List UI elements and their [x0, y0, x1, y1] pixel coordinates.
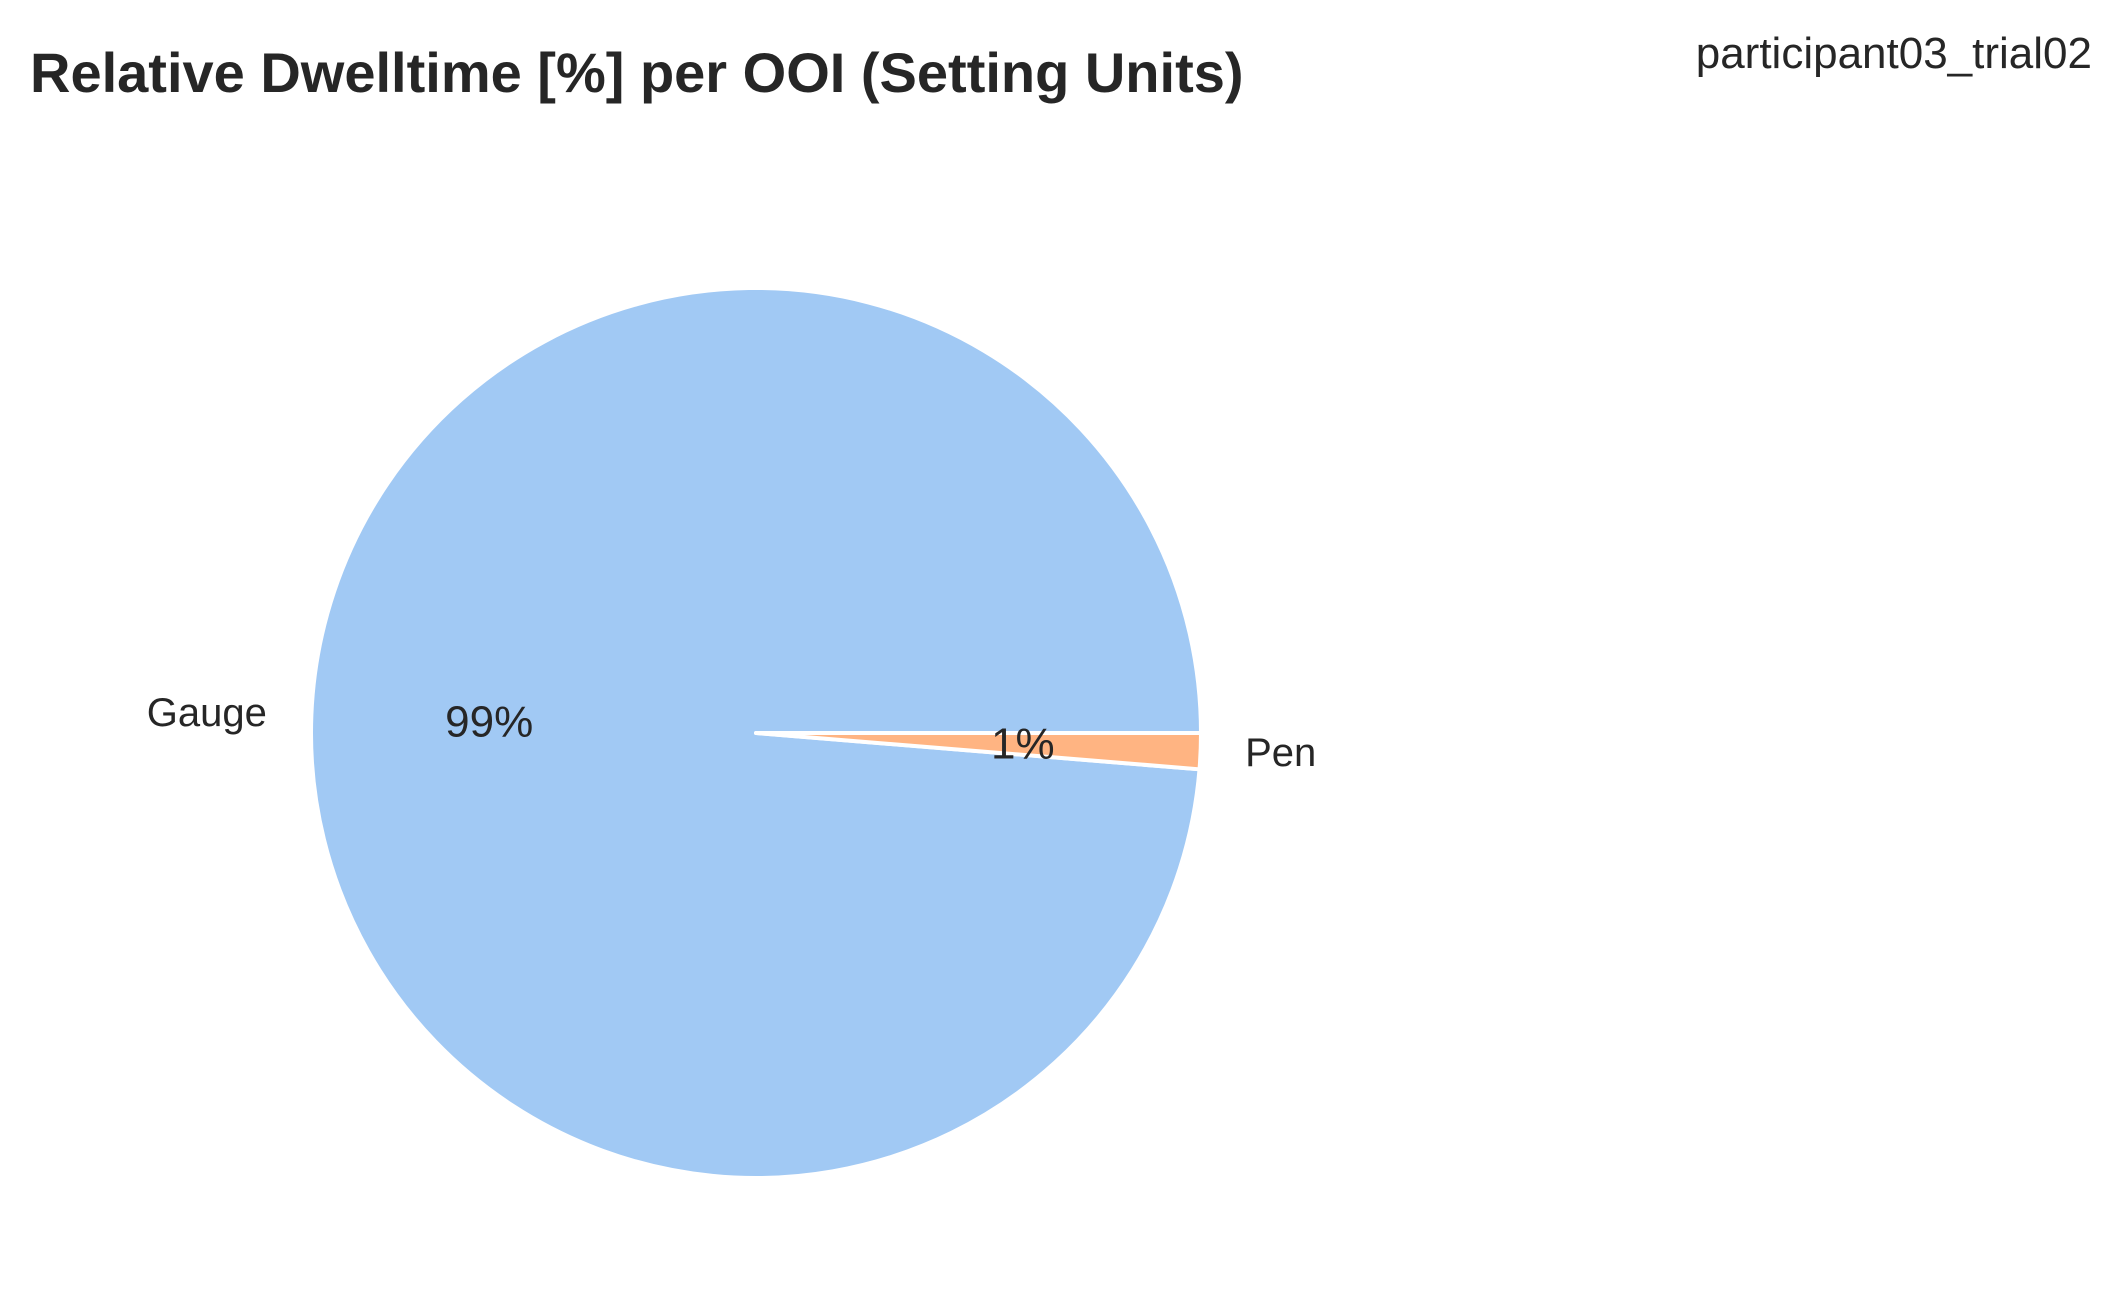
slice-label-gauge: Gauge — [147, 691, 267, 735]
pie-labels: Gauge 99% Pen 1% — [147, 691, 1316, 775]
chart-title: Relative Dwelltime [%] per OOI (Setting … — [30, 41, 1244, 104]
slice-percent-pen: 1% — [991, 719, 1055, 768]
chart-subtitle: participant03_trial02 — [1696, 29, 2092, 78]
slice-label-pen: Pen — [1245, 731, 1316, 775]
pie-slice-pen — [754, 731, 1204, 772]
pie-slices — [309, 286, 1204, 1181]
slice-percent-gauge: 99% — [445, 698, 533, 747]
